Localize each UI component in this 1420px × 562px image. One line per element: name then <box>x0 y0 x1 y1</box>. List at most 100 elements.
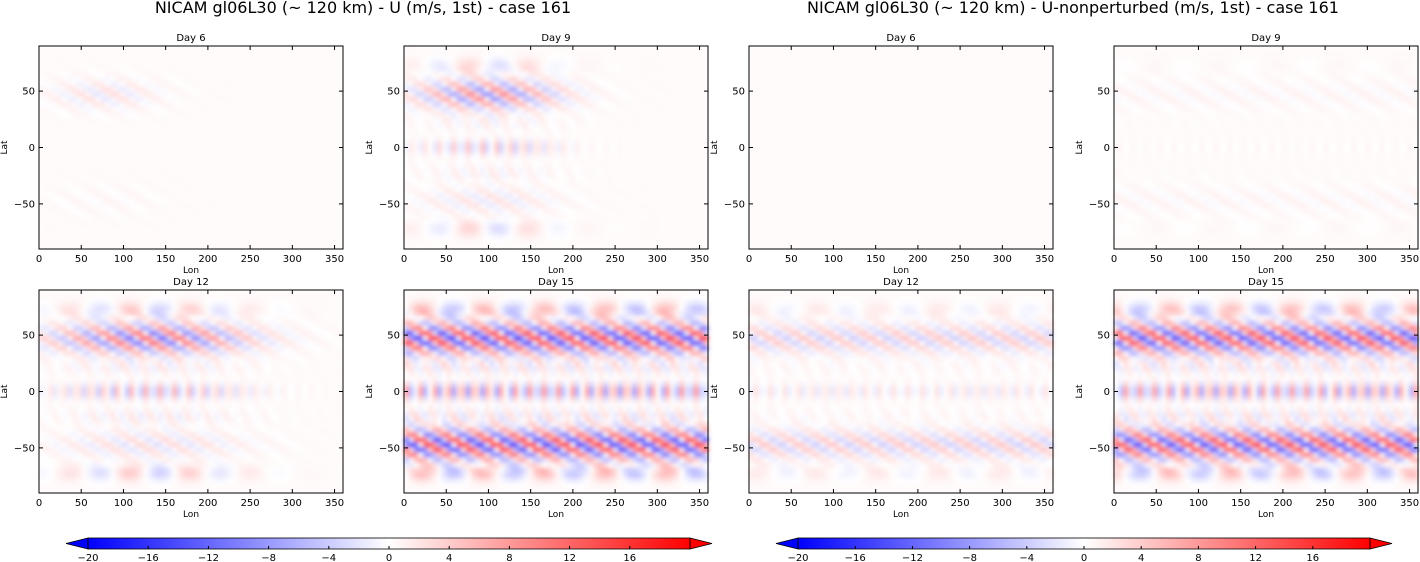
heatmap-cell <box>309 162 316 169</box>
heatmap-cell <box>186 66 192 72</box>
heatmap-cell <box>257 122 263 128</box>
heatmap-cell <box>148 127 154 133</box>
heatmap-cell <box>627 81 633 88</box>
heatmap-cell <box>195 142 202 149</box>
heatmap-cell <box>172 81 178 88</box>
heatmap-cell <box>91 117 97 123</box>
heatmap-cell <box>670 86 676 93</box>
heatmap-cell <box>143 106 149 113</box>
heatmap-cell <box>522 101 529 108</box>
heatmap-cell <box>475 142 481 149</box>
heatmap-cell <box>314 193 320 199</box>
heatmap-cell <box>570 198 576 204</box>
heatmap-cell <box>62 51 69 57</box>
heatmap-cell <box>324 111 330 118</box>
heatmap-cell <box>148 198 154 204</box>
heatmap-cell <box>508 76 514 83</box>
heatmap-cell <box>575 147 581 154</box>
heatmap-cell <box>205 56 211 62</box>
heatmap-cell <box>119 142 126 149</box>
heatmap-cell <box>67 61 73 67</box>
heatmap-cell <box>167 238 173 245</box>
heatmap-cell <box>499 162 505 169</box>
heatmap-cell <box>257 71 263 78</box>
heatmap-cell <box>148 167 154 174</box>
heatmap-cell <box>646 208 652 215</box>
heatmap-cell <box>338 218 344 225</box>
heatmap-cell <box>257 188 263 194</box>
heatmap-cell <box>470 172 476 179</box>
heatmap-cell <box>176 223 183 230</box>
heatmap-cell <box>617 86 624 93</box>
heatmap-cell <box>195 152 202 159</box>
heatmap-cell <box>262 101 268 108</box>
heatmap-cell <box>314 213 320 220</box>
heatmap-cell <box>257 177 263 184</box>
heatmap-cell <box>684 111 690 118</box>
heatmap-cell <box>314 177 320 184</box>
heatmap-cell <box>309 157 316 164</box>
heatmap-cell <box>271 106 278 113</box>
heatmap-cell <box>579 152 586 159</box>
heatmap-cell <box>679 218 685 225</box>
heatmap-cell <box>328 122 335 128</box>
heatmap-cell <box>622 91 628 98</box>
heatmap-cell <box>489 228 495 235</box>
heatmap-cell <box>81 233 88 240</box>
heatmap-cell <box>518 96 524 103</box>
heatmap-cell <box>48 157 54 164</box>
heatmap-cell <box>58 76 64 83</box>
heatmap-cell <box>522 81 529 88</box>
heatmap-cell <box>627 122 633 128</box>
heatmap-cell <box>72 213 78 220</box>
heatmap-cell <box>53 127 59 133</box>
heatmap-cell <box>143 203 149 209</box>
heatmap-cell <box>58 183 64 189</box>
heatmap-cell <box>319 147 325 154</box>
heatmap-cell <box>446 132 453 138</box>
heatmap-cell <box>665 162 671 169</box>
heatmap-cell <box>100 208 107 215</box>
heatmap-cell <box>475 188 481 194</box>
heatmap-cell <box>172 117 178 123</box>
heatmap-cell <box>167 177 173 184</box>
heatmap-cell <box>309 117 316 123</box>
heatmap-cell <box>470 101 476 108</box>
heatmap-cell <box>532 233 538 240</box>
heatmap-cell <box>167 61 173 67</box>
heatmap-cell <box>257 238 263 245</box>
heatmap-cell <box>62 106 69 113</box>
heatmap-cell <box>186 51 192 57</box>
heatmap-cell <box>110 117 116 123</box>
heatmap-cell <box>115 157 121 164</box>
heatmap-cell <box>432 81 438 88</box>
heatmap-cell <box>176 213 183 220</box>
heatmap-cell <box>480 76 486 83</box>
heatmap-cell <box>513 106 519 113</box>
heatmap-cell <box>210 243 216 250</box>
heatmap-cell <box>53 86 59 93</box>
heatmap-cell <box>314 218 320 225</box>
heatmap-cell <box>48 56 54 62</box>
heatmap-cell <box>632 106 638 113</box>
heatmap-cell <box>546 96 552 103</box>
heatmap-cell <box>314 132 320 138</box>
heatmap-cell <box>276 172 282 179</box>
heatmap-cell <box>437 218 443 225</box>
heatmap-cell <box>262 122 268 128</box>
heatmap-cell <box>119 66 126 72</box>
heatmap-cell <box>233 198 240 204</box>
heatmap-cell <box>475 167 481 174</box>
heatmap-cell <box>300 218 306 225</box>
heatmap-cell <box>324 238 330 245</box>
heatmap-cell <box>527 101 533 108</box>
heatmap-cell <box>570 86 576 93</box>
heatmap-cell <box>499 233 505 240</box>
heatmap-cell <box>484 76 491 83</box>
heatmap-cell <box>646 183 652 189</box>
heatmap-cell <box>290 86 297 93</box>
heatmap-cell <box>186 172 192 179</box>
heatmap-cell <box>437 132 443 138</box>
heatmap-cell <box>224 157 230 164</box>
heatmap-cell <box>641 106 647 113</box>
